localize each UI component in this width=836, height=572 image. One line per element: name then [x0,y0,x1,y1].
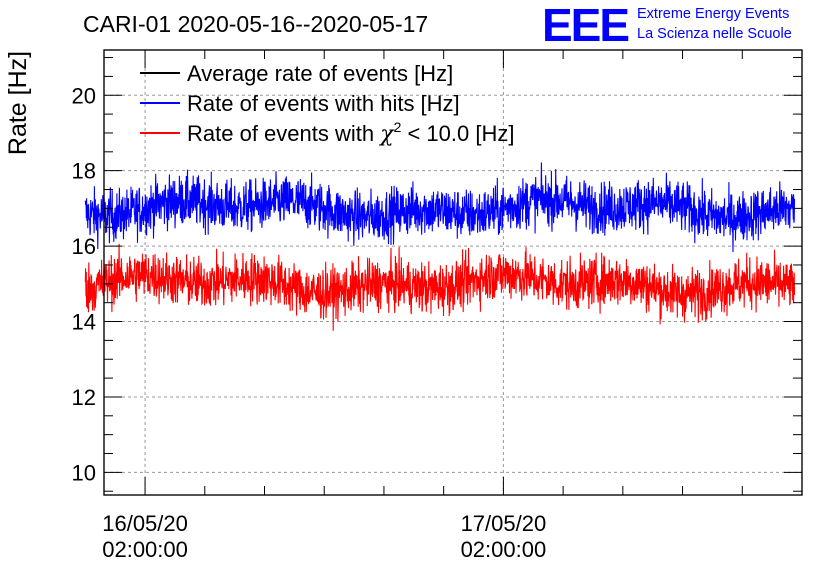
y-tick-label-12: 12 [72,385,96,410]
eee-logo: EEE Extreme Energy Events La Scienza nel… [542,0,792,51]
legend-chi2-suffix: < 10.0 [Hz] [401,121,514,146]
axes: 10121416182016/05/2002:00:0017/05/2002:0… [72,50,803,562]
legend-label-hits: Rate of events with hits [Hz] [187,91,460,116]
brand-line2: La Scienza nelle Scuole [637,26,792,42]
legend-label-average: Average rate of events [Hz] [187,61,453,86]
series-line-chi2 [84,243,796,331]
legend-entry-hits: Rate of events with hits [Hz] [140,91,460,116]
y-tick-label-20: 20 [72,83,96,108]
legend: Average rate of events [Hz] Rate of even… [140,61,514,147]
legend-label-chi2: Rate of events with χ2 < 10.0 [Hz] [187,119,514,147]
legend-chi2-symbol: χ [378,122,395,147]
series-group [84,162,796,331]
chart-title: CARI-01 2020-05-16--2020-05-17 [83,11,428,37]
x-tick-label-date-1: 17/05/20 [461,511,547,536]
x-tick-label-time-0: 02:00:00 [102,537,188,562]
y-tick-label-16: 16 [72,234,96,259]
series-line-hits [84,162,796,253]
y-axis-label: Rate [Hz] [4,51,32,155]
brand-line1: Extreme Energy Events [637,6,789,22]
y-tick-label-18: 18 [72,159,96,184]
y-tick-label-10: 10 [72,460,96,485]
legend-chi2-sup: 2 [394,119,402,135]
y-tick-label-14: 14 [72,310,96,335]
x-tick-label-date-0: 16/05/20 [102,511,188,536]
legend-chi2-prefix: Rate of events with [187,121,380,146]
legend-entry-average: Average rate of events [Hz] [140,61,453,86]
plot-border [103,49,803,496]
legend-entry-chi2: Rate of events with χ2 < 10.0 [Hz] [140,119,514,147]
x-tick-label-time-1: 02:00:00 [461,537,547,562]
eee-logo-text: EEE [542,0,628,51]
